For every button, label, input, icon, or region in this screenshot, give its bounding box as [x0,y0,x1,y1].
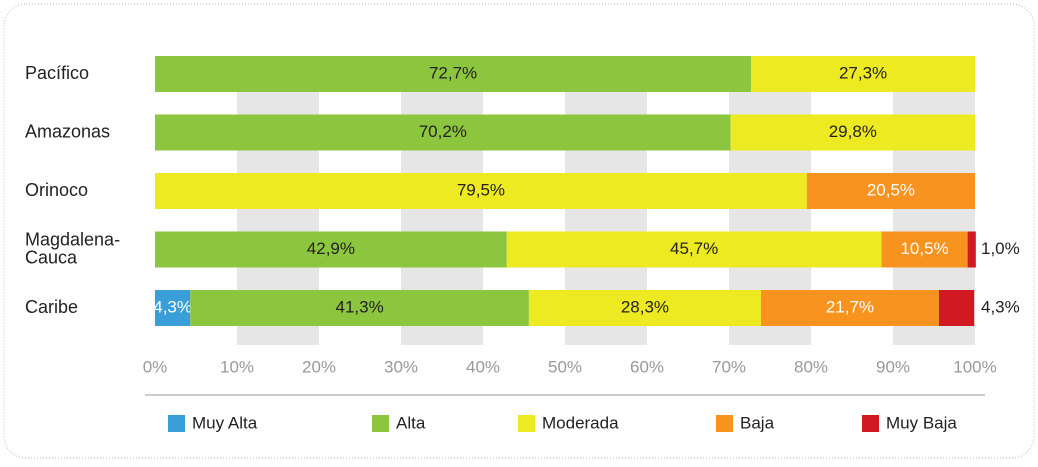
legend-swatch [372,415,389,432]
x-tick-label: 60% [630,357,664,376]
legend-label: Moderada [542,413,619,432]
data-label: 20,5% [867,180,915,199]
legend-label: Alta [396,413,426,432]
bar-segment [760,290,939,326]
data-label: 42,9% [307,239,355,258]
legend-swatch [518,415,535,432]
x-tick-label: 30% [384,357,418,376]
bar-segment [155,114,731,151]
bar-segment [806,173,975,209]
x-tick-label: 90% [876,357,910,376]
legend-swatch [862,415,879,432]
bar-segment [506,231,882,268]
legend-label: Muy Alta [192,413,258,432]
bar-segment [155,290,191,326]
data-label: 41,3% [335,297,383,316]
legend-label: Muy Baja [886,413,957,432]
data-label: 21,7% [826,297,874,316]
data-label: 28,3% [621,297,669,316]
category-label-line: Cauca [25,247,78,267]
bar-segment [938,290,975,326]
data-label: 4,3% [981,297,1020,316]
bar-segment [528,290,761,326]
bar-segment [155,56,752,92]
data-label: 1,0% [981,239,1020,258]
category-label: Pacífico [25,63,89,83]
x-tick-label: 0% [143,357,168,376]
data-label: 70,2% [419,122,467,141]
data-label: 72,7% [429,63,477,82]
frame [3,3,1035,459]
bar-segment [751,56,975,92]
x-tick-label: 80% [794,357,828,376]
category-label: Orinoco [25,180,88,200]
legend-swatch [168,415,185,432]
data-label: 45,7% [670,239,718,258]
category-label: Magdalena-Cauca [25,229,120,267]
legend-label: Baja [740,413,775,432]
bar-segment [730,114,975,151]
category-label: Amazonas [25,121,110,141]
bar-segment [967,231,976,268]
x-tick-label: 70% [712,357,746,376]
x-tick-label: 100% [953,357,996,376]
bar-segment [190,290,529,326]
category-label: Caribe [25,297,78,317]
bar-segment [155,231,507,268]
x-tick-label: 10% [220,357,254,376]
category-label-line: Magdalena- [25,229,120,249]
bar-segment [881,231,968,268]
data-label: 27,3% [839,63,887,82]
x-tick-label: 50% [548,357,582,376]
data-label: 29,8% [829,122,877,141]
x-tick-label: 40% [466,357,500,376]
legend-swatch [716,415,733,432]
data-label: 4,3% [153,297,192,316]
data-label: 79,5% [457,180,505,199]
x-tick-label: 20% [302,357,336,376]
bar-segment [155,173,807,209]
data-label: 10,5% [900,239,948,258]
